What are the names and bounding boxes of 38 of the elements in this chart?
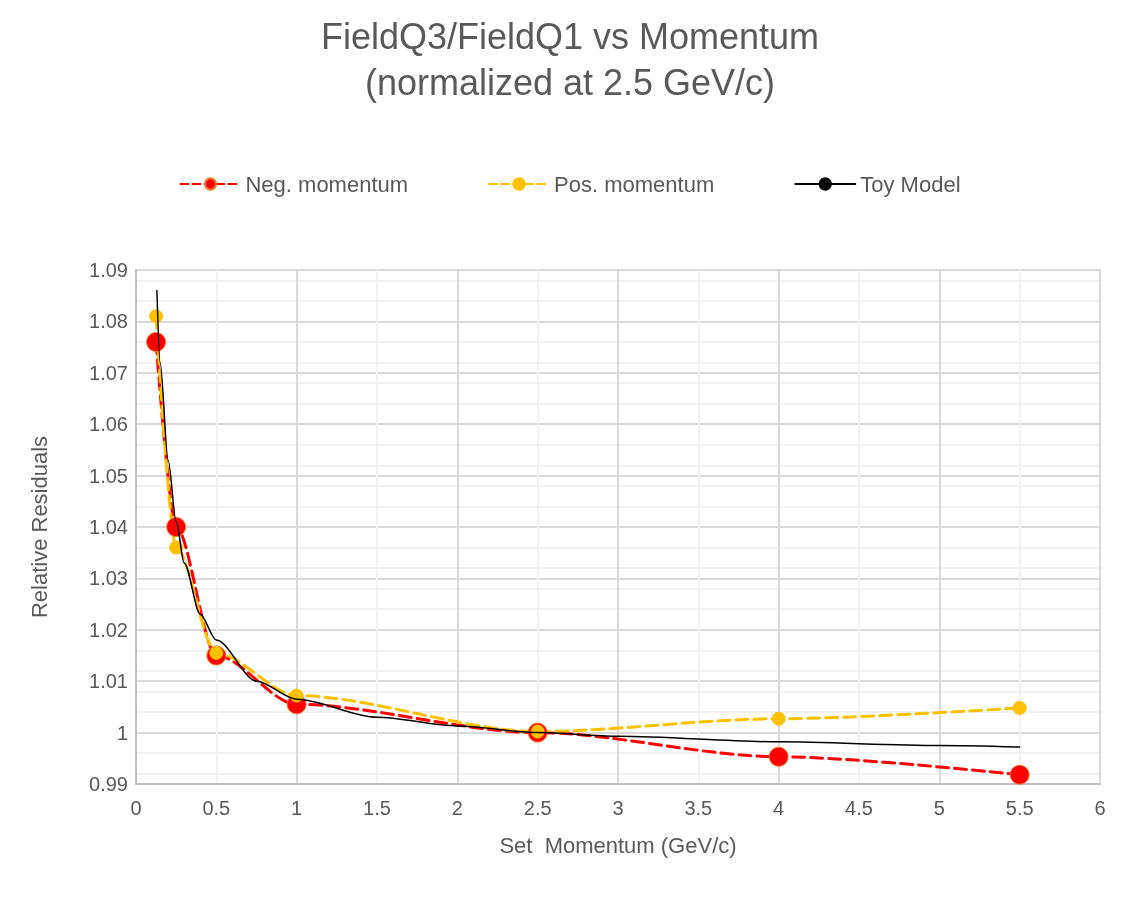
point — [1012, 700, 1027, 715]
y-tick-label: 1 — [116, 721, 128, 744]
x-tick-label: 0.5 — [202, 797, 231, 819]
point — [169, 540, 184, 555]
point — [1009, 764, 1030, 785]
x-tick-label: 6 — [1094, 797, 1106, 819]
point — [146, 331, 167, 352]
x-tick-label: 1.5 — [363, 797, 391, 819]
x-tick-label: 5.5 — [1005, 797, 1034, 819]
legend-label: Pos. momentum — [554, 171, 715, 197]
y-tick-label: 1.01 — [89, 670, 128, 693]
y-axis-title: Relative Residuals — [26, 435, 52, 619]
point — [768, 746, 789, 767]
y-tick-label: 1.05 — [89, 464, 128, 487]
chart-subtitle: (normalized at 2.5 GeV/c) — [364, 61, 776, 103]
x-tick-label: 0 — [130, 797, 142, 819]
x-axis-title: Set Momentum (GeV/c) — [499, 832, 737, 858]
y-tick-label: 1.03 — [89, 567, 128, 590]
y-tick-label: 1.07 — [89, 361, 128, 384]
chart-title: FieldQ3/FieldQ1 vs Momentum — [320, 15, 820, 57]
point — [166, 517, 187, 537]
y-tick-label: 1.06 — [89, 413, 128, 436]
y-tick-label: 1.09 — [89, 259, 128, 281]
point — [771, 711, 786, 726]
y-tick-label: 1.02 — [89, 618, 128, 641]
legend-label: Neg. momentum — [245, 171, 409, 197]
x-tick-label: 2 — [451, 797, 463, 819]
y-tick-label: 1.04 — [89, 516, 128, 538]
legend-label: Toy Model — [860, 171, 961, 197]
x-tick-label: 2.5 — [523, 797, 552, 819]
y-tick-label: 1.08 — [89, 310, 128, 333]
x-tick-label: 3.5 — [684, 797, 713, 819]
y-tick-label: 0.99 — [89, 773, 128, 795]
x-tick-label: 4 — [773, 797, 785, 819]
x-tick-label: 5 — [933, 797, 945, 819]
x-tick-label: 4.5 — [845, 797, 873, 819]
x-tick-label: 3 — [612, 797, 624, 819]
x-tick-label: 1 — [291, 797, 303, 819]
